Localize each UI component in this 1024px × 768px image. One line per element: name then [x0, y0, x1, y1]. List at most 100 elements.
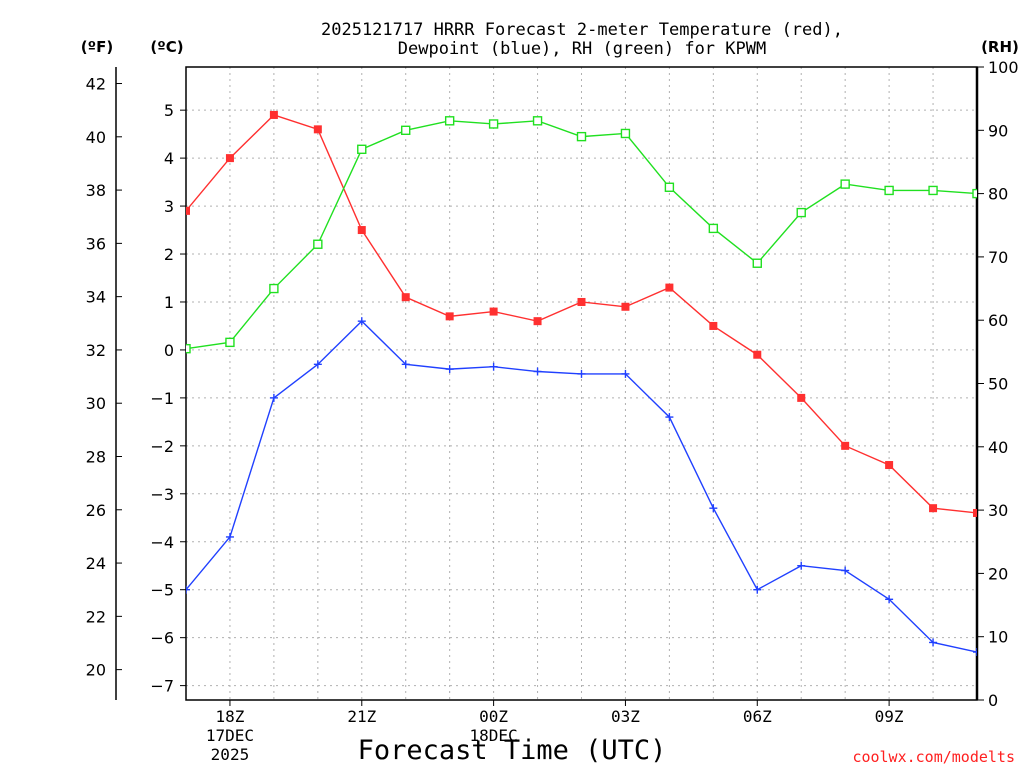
fahrenheit-tick-label: 28	[86, 447, 106, 466]
celsius-tick-label: −3	[150, 485, 174, 504]
celsius-tick-label: −1	[150, 389, 174, 408]
x-tick-label: 03Z	[611, 707, 640, 726]
x-tick-date-label: 17DEC	[206, 726, 254, 745]
dewpoint-point	[797, 561, 806, 570]
fahrenheit-tick-label: 36	[86, 234, 106, 253]
temperature-point	[401, 293, 410, 302]
temperature-point	[797, 393, 806, 402]
temperature-point	[186, 206, 190, 215]
dewpoint-point	[313, 360, 322, 369]
fahrenheit-tick-label: 30	[86, 394, 106, 413]
fahrenheit-unit-label: (ºF)	[81, 38, 113, 56]
temperature-point	[225, 154, 234, 163]
rh-point	[186, 343, 191, 354]
rh-point	[752, 258, 762, 268]
rh-point	[269, 283, 279, 294]
grid-layer	[186, 67, 977, 700]
rh-point	[401, 125, 411, 136]
dewpoint-point	[665, 413, 674, 422]
rh-point	[928, 185, 938, 196]
dewpoint-point	[489, 362, 498, 371]
dewpoint-point	[929, 638, 938, 647]
plot-frame	[185, 66, 978, 701]
celsius-tick-label: 1	[164, 293, 174, 312]
temperature-point	[665, 283, 674, 292]
fahrenheit-tick-label: 32	[86, 341, 106, 360]
dewpoint-point	[841, 566, 850, 575]
x-tick-label: 06Z	[743, 707, 772, 726]
fahrenheit-tick-label: 20	[86, 661, 106, 680]
rh-tick-label: 70	[988, 248, 1008, 267]
celsius-tick-label: 3	[164, 197, 174, 216]
dewpoint-point	[973, 648, 977, 657]
dewpoint-point	[577, 369, 586, 378]
dewpoint-point	[621, 369, 630, 378]
dewpoint-point	[357, 317, 366, 326]
celsius-tick-label: −2	[150, 437, 174, 456]
fahrenheit-tick-label: 40	[86, 128, 106, 147]
rh-point	[840, 179, 850, 189]
x-tick-year-label: 2025	[211, 745, 250, 764]
dewpoint-point	[445, 365, 454, 374]
temperature-point	[709, 321, 718, 330]
temperature-point	[621, 302, 630, 311]
rh-tick-label: 100	[988, 58, 1019, 77]
rh-point	[884, 185, 894, 196]
chart-title-line1: 2025121717 HRRR Forecast 2-meter Tempera…	[321, 20, 843, 40]
x-tick-label: 00Z	[479, 707, 508, 726]
celsius-tick-label: 4	[164, 149, 174, 168]
rh-point	[708, 223, 719, 234]
rh-tick-label: 0	[988, 691, 998, 710]
rh-point	[532, 116, 543, 126]
temperature-point	[577, 297, 586, 306]
series-dewpoint	[186, 317, 977, 657]
celsius-tick-label: 2	[164, 245, 174, 264]
celsius-unit-label: (ºC)	[150, 38, 183, 56]
fahrenheit-tick-label: 22	[86, 607, 106, 626]
fahrenheit-tick-label: 42	[86, 75, 106, 94]
dewpoint-point	[401, 360, 410, 369]
fahrenheit-tick-label: 24	[86, 554, 106, 573]
tick-label-layer: −7−6−5−4−3−2−101234520222426283032343638…	[86, 58, 1019, 764]
temperature-point	[445, 312, 454, 321]
rh-tick-label: 40	[988, 438, 1008, 457]
series-temperature	[186, 110, 977, 517]
celsius-tick-label: 0	[164, 341, 174, 360]
dewpoint-point	[753, 585, 762, 594]
rh-point	[444, 116, 455, 126]
celsius-tick-label: −7	[150, 677, 174, 696]
rh-unit-label: (RH)	[981, 38, 1019, 56]
rh-point	[488, 119, 499, 129]
rh-tick-label: 80	[988, 185, 1008, 204]
rh-tick-label: 90	[988, 121, 1008, 140]
credit-text: coolwx.com/modelts	[852, 748, 1015, 766]
x-tick-label: 21Z	[347, 707, 376, 726]
dewpoint-point	[269, 393, 278, 402]
x-tick-label: 09Z	[875, 707, 904, 726]
dewpoint-point	[186, 585, 190, 594]
temperature-point	[841, 441, 850, 450]
rh-point	[972, 188, 977, 199]
fahrenheit-tick-label: 26	[86, 501, 106, 520]
rh-point	[576, 131, 587, 142]
x-axis-label: Forecast Time (UTC)	[358, 735, 667, 766]
temperature-point	[357, 226, 366, 235]
rh-tick-label: 50	[988, 375, 1008, 394]
celsius-tick-label: −6	[150, 629, 174, 648]
celsius-tick-label: −4	[150, 533, 174, 552]
celsius-tick-label: 5	[164, 101, 174, 120]
fahrenheit-tick-label: 34	[86, 288, 106, 307]
rh-tick-label: 30	[988, 501, 1008, 520]
celsius-tick-label: −5	[150, 581, 174, 600]
series-layer	[186, 110, 977, 657]
rh-point	[796, 207, 806, 218]
temperature-point	[929, 504, 938, 513]
dewpoint-point	[709, 504, 718, 513]
chart-title-line2: Dewpoint (blue), RH (green) for KPWM	[398, 39, 766, 59]
dewpoint-point	[533, 367, 542, 376]
rh-tick-label: 20	[988, 564, 1008, 583]
rh-point	[313, 239, 323, 249]
rh-point	[664, 182, 675, 192]
series-rh	[186, 116, 977, 354]
